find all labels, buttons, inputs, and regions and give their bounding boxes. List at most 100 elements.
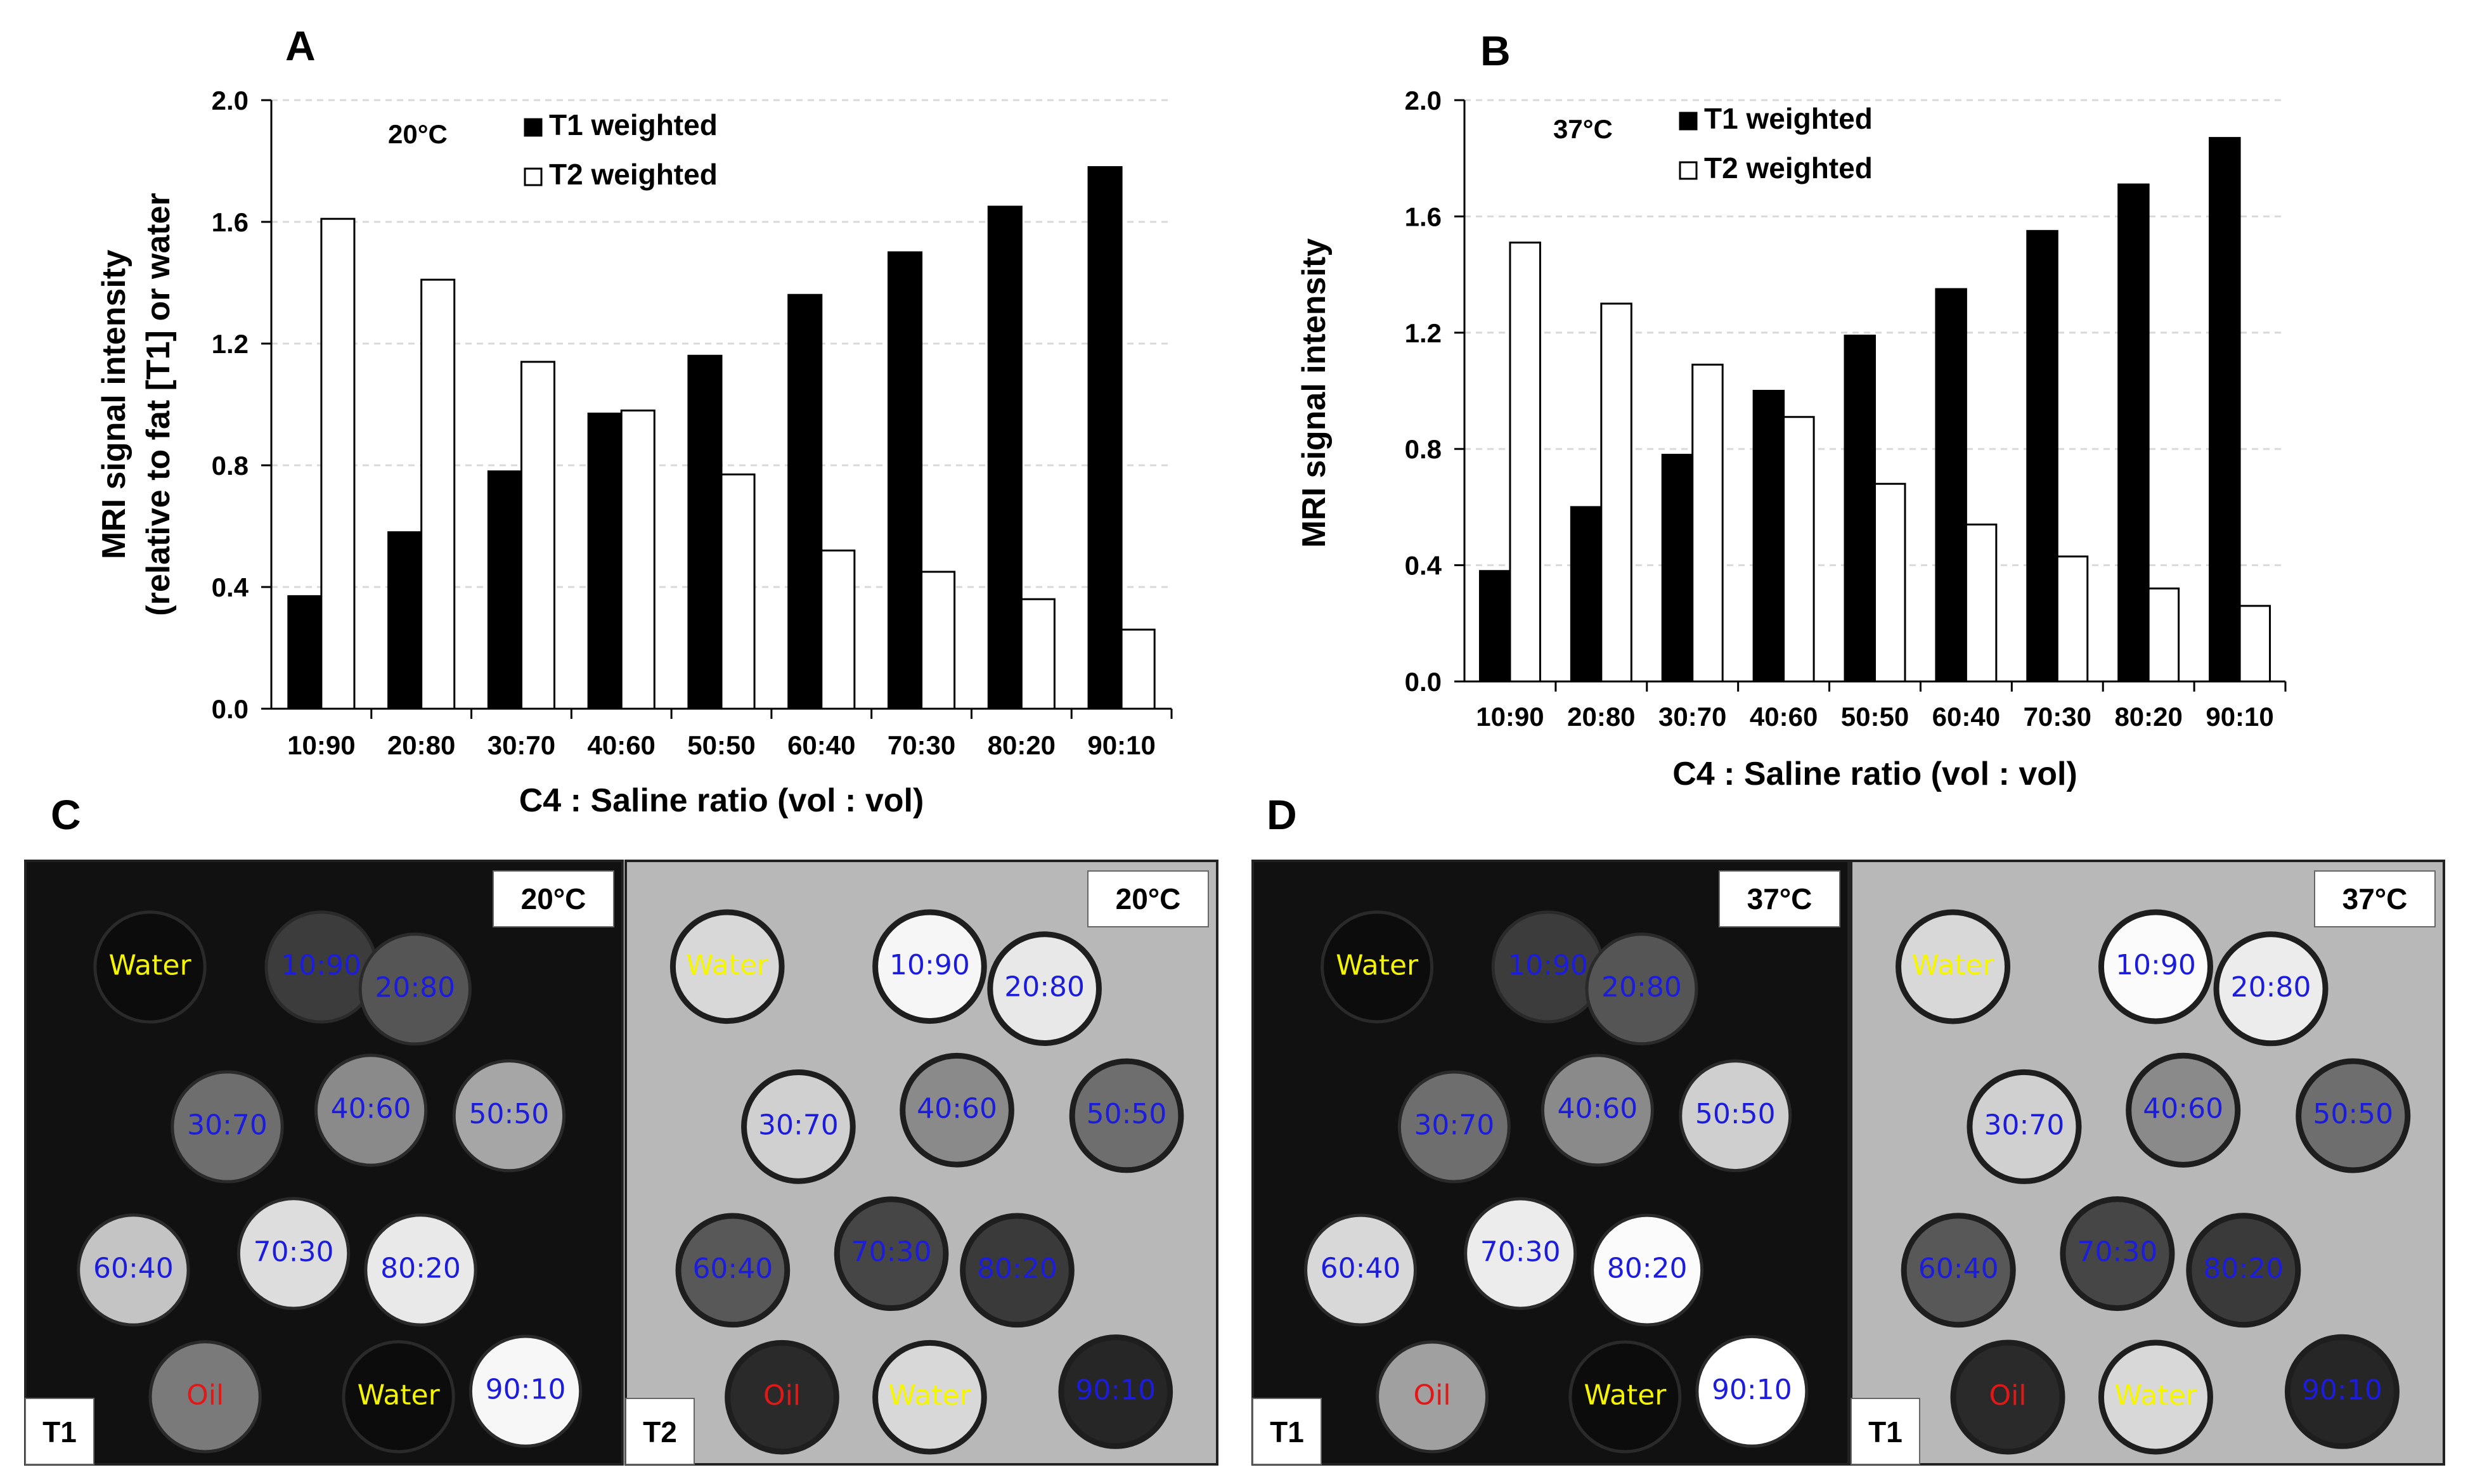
- panel-letter-a: A: [285, 22, 316, 69]
- vial-label: 30:70: [1984, 1109, 2065, 1141]
- vial: 50:50: [2296, 1058, 2411, 1173]
- vial: 20:80: [987, 931, 1102, 1046]
- vial-label: 70:30: [851, 1236, 932, 1268]
- mri-image-d-1: Water 10:90 20:80 30:70 40:60 50:50 60:40 70:30…: [1251, 860, 1850, 1466]
- temperature-box: [1087, 870, 1209, 927]
- vial-label: 20:80: [2231, 971, 2311, 1003]
- t2-bar-70-30: [921, 571, 956, 710]
- legend-label: T1 weighted: [549, 108, 718, 141]
- t2-bar-30-70: [1691, 363, 1724, 683]
- vial-circle: [1679, 1059, 1792, 1173]
- y-tick-label: 0.8: [1405, 434, 1442, 464]
- y-tick-label: 2.0: [1405, 86, 1442, 115]
- vial-label: 40:60: [1557, 1092, 1638, 1125]
- vial-circle: [148, 1340, 262, 1454]
- vial-circle: [93, 910, 207, 1024]
- mri-image-d-2: Water 10:90 20:80 30:70 40:60 50:50 60:40 70:30…: [1850, 860, 2445, 1466]
- vial-circle: [872, 909, 987, 1024]
- t1-bar-40-60: [1752, 390, 1785, 683]
- x-tick-label: 60:40: [787, 730, 855, 760]
- vial-circle: [364, 1213, 477, 1327]
- vial-label: 30:70: [1414, 1109, 1494, 1141]
- vial-label: 80:20: [977, 1253, 1057, 1285]
- vial: Oil: [148, 1340, 262, 1454]
- y-axis-label-line: MRI signal intensity: [1296, 238, 1333, 548]
- chart-b: B 0.0 0.4 0.8 1.2 1.6 2.0 10:90 20:80 30:70 40:60 5…: [1296, 27, 2287, 792]
- vial-circle: [741, 1069, 856, 1184]
- vial-label: 70:30: [254, 1236, 334, 1268]
- vial-circle: [2186, 1213, 2301, 1328]
- vial: Oil: [725, 1339, 839, 1455]
- temperature-label: 37°C: [1553, 114, 1613, 144]
- x-tick-label: 80:20: [988, 730, 1056, 760]
- vial: 90:10: [1058, 1334, 1173, 1449]
- vial-label: 10:90: [889, 949, 970, 981]
- vial-label: 90:10: [1712, 1374, 1792, 1406]
- vial: 30:70: [1397, 1070, 1511, 1184]
- t2-bar-50-50: [720, 473, 756, 710]
- legend: T1 weighted T2 weighted: [1679, 102, 1873, 184]
- t2-bar-70-30: [2056, 555, 2089, 683]
- vial-label: 10:90: [2116, 949, 2196, 981]
- temperature-box: [493, 870, 614, 927]
- t1-bar-30-70: [487, 470, 522, 710]
- vial-label: Water: [1584, 1379, 1667, 1412]
- vial: 20:80: [358, 932, 472, 1046]
- mri-panel-d: D Water 10:90 20:80 30:70 40:60 50:50 60:40 70:3…: [1251, 791, 2445, 1466]
- vial-label: 10:90: [1508, 949, 1588, 981]
- vial-circle: [834, 1196, 949, 1312]
- temperature-label: 20°C: [388, 119, 448, 149]
- t2-bar-40-60: [1783, 416, 1815, 683]
- t2-bar-20-80: [420, 278, 456, 710]
- t1-bar-90-10: [1087, 166, 1123, 710]
- vial-circle: [900, 1052, 1014, 1168]
- t2-bar-10-90: [320, 217, 356, 710]
- x-tick-label: 90:10: [1087, 730, 1155, 760]
- y-tick-label: 1.6: [1405, 202, 1442, 231]
- vial: 80:20: [364, 1213, 477, 1327]
- vial-label: 60:40: [1321, 1253, 1401, 1285]
- vial-label: 70:30: [1480, 1236, 1561, 1268]
- x-tick-label: 10:90: [287, 730, 355, 760]
- mode-label: T1: [1270, 1416, 1304, 1449]
- x-tick-label: 90:10: [2206, 702, 2273, 732]
- vial: 90:10: [1695, 1334, 1809, 1448]
- vial-label: 50:50: [1695, 1098, 1776, 1130]
- vial-label: 30:70: [758, 1109, 839, 1141]
- vial: Water: [2098, 1339, 2213, 1455]
- y-axis-label: MRI signal intensity: [1296, 238, 1333, 548]
- vial-circle: [1541, 1054, 1654, 1167]
- vial-circle: [1321, 910, 1434, 1024]
- vial: 40:60: [2126, 1052, 2241, 1168]
- vial-label: Oil: [1414, 1379, 1451, 1412]
- t2-bar-60-40: [820, 549, 856, 710]
- t1-bar-70-30: [2026, 229, 2058, 683]
- x-tick-label: 40:60: [588, 730, 656, 760]
- legend-label: T2 weighted: [549, 158, 718, 191]
- vial: 90:10: [2284, 1334, 2400, 1449]
- vial: 20:80: [2213, 931, 2329, 1047]
- y-tick-label: 0.8: [212, 451, 249, 481]
- vial-circle: [2213, 931, 2329, 1047]
- vial-circle: [77, 1213, 190, 1327]
- t1-bar-70-30: [887, 251, 923, 710]
- mri-panel-c: C Water 10:90 20:80 30:70 40:60 50:50 60:40 70:3…: [24, 791, 1218, 1466]
- y-tick-label: 0.0: [1405, 667, 1442, 697]
- vial: 40:60: [314, 1054, 428, 1167]
- vial-label: 80:20: [380, 1252, 461, 1284]
- mri-image-c-1: Water 10:90 20:80 30:70 40:60 50:50 60:40 70:30…: [24, 860, 624, 1466]
- vial-label: 50:50: [1087, 1098, 1167, 1130]
- t2-bar-80-20: [1020, 598, 1056, 710]
- vial: 50:50: [1069, 1058, 1184, 1173]
- legend-swatch: [524, 167, 543, 186]
- vial-label: Water: [358, 1379, 441, 1411]
- vial-circle: [1069, 1058, 1184, 1173]
- vial: Water: [669, 909, 785, 1024]
- vial: Oil: [1376, 1340, 1489, 1454]
- vial-circle: [1950, 1339, 2065, 1455]
- vial: 50:50: [1679, 1059, 1792, 1173]
- vial: Water: [1568, 1340, 1682, 1454]
- panel-letter-c: C: [51, 791, 81, 838]
- vial: Water: [93, 910, 207, 1024]
